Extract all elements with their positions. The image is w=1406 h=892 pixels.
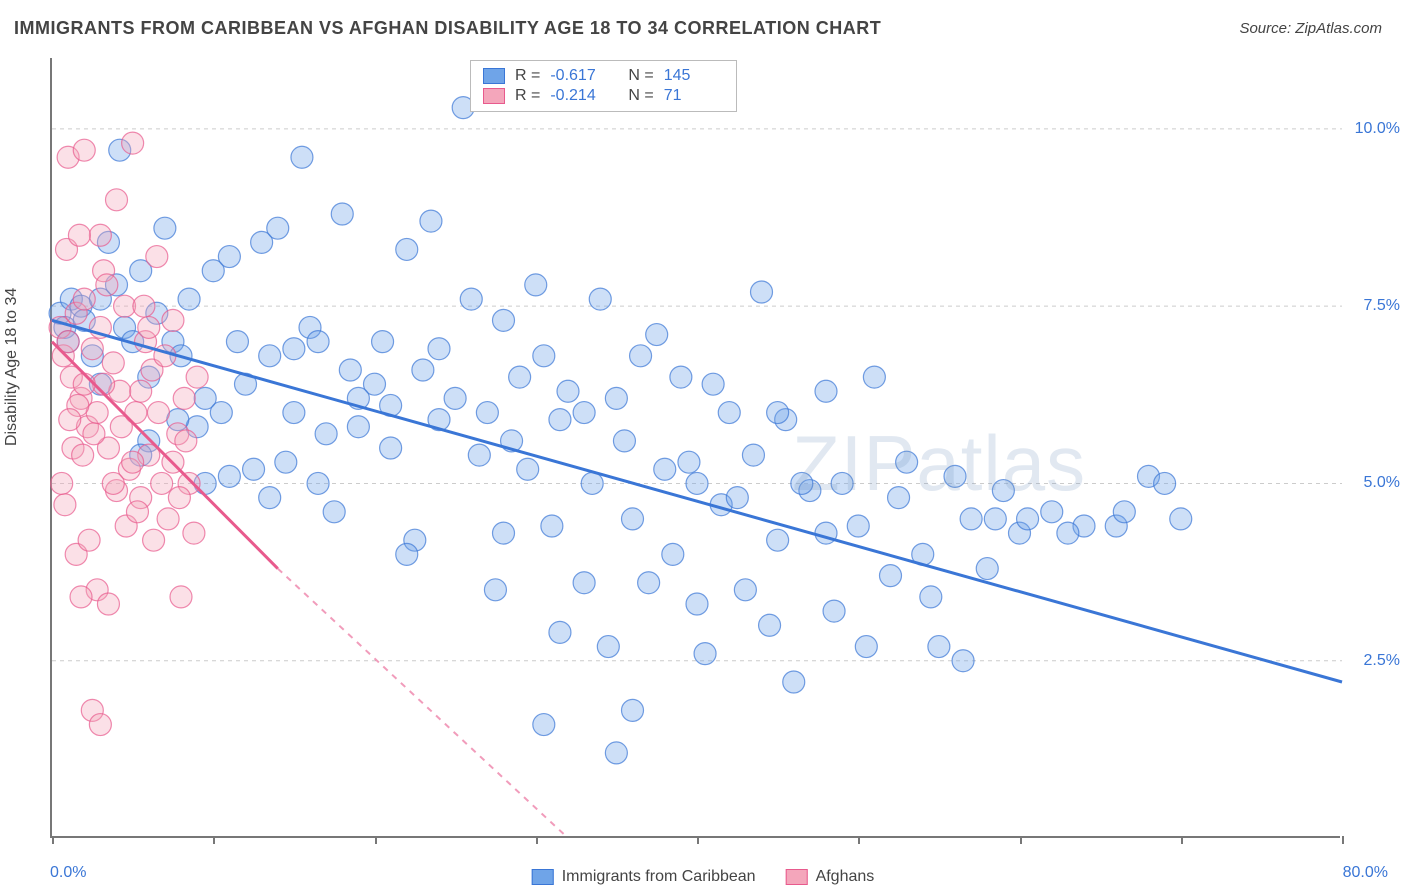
x-tick [213, 836, 215, 844]
n-label: N = [628, 87, 653, 105]
legend-swatch-caribbean [483, 68, 505, 84]
n-label: N = [628, 67, 653, 85]
legend-top-row-1: R = -0.617 N = 145 [483, 67, 724, 85]
legend-top-row-2: R = -0.214 N = 71 [483, 87, 724, 105]
x-max-label: 80.0% [1343, 864, 1388, 882]
plot-svg [52, 58, 1340, 836]
x-tick [52, 836, 54, 844]
r-label: R = [515, 67, 540, 85]
x-min-label: 0.0% [50, 864, 86, 882]
x-tick [536, 836, 538, 844]
y-tick-label: 2.5% [1364, 652, 1400, 670]
legend-bottom: Immigrants from Caribbean Afghans [532, 868, 875, 886]
legend-bottom-label-1: Immigrants from Caribbean [562, 868, 756, 886]
r-label: R = [515, 87, 540, 105]
x-tick [697, 836, 699, 844]
x-tick [858, 836, 860, 844]
chart-title: IMMIGRANTS FROM CARIBBEAN VS AFGHAN DISA… [14, 18, 881, 39]
x-tick [1020, 836, 1022, 844]
y-tick-label: 10.0% [1355, 120, 1400, 138]
legend-top: R = -0.617 N = 145 R = -0.214 N = 71 [470, 60, 737, 112]
legend-swatch-afghans [483, 88, 505, 104]
n-value-2: 71 [664, 87, 724, 105]
x-tick [375, 836, 377, 844]
legend-bottom-swatch-2 [786, 869, 808, 885]
y-tick-label: 7.5% [1364, 297, 1400, 315]
legend-bottom-item-1: Immigrants from Caribbean [532, 868, 756, 886]
r-value-1: -0.617 [550, 67, 610, 85]
y-tick-label: 5.0% [1364, 474, 1400, 492]
x-tick [1181, 836, 1183, 844]
legend-bottom-swatch-1 [532, 869, 554, 885]
legend-bottom-label-2: Afghans [816, 868, 875, 886]
legend-bottom-item-2: Afghans [786, 868, 875, 886]
x-tick [1342, 836, 1344, 844]
plot-area: ZIPatlas R = -0.617 N = 145 R = -0.214 N… [50, 58, 1340, 838]
n-value-1: 145 [664, 67, 724, 85]
r-value-2: -0.214 [550, 87, 610, 105]
source-label: Source: ZipAtlas.com [1239, 20, 1382, 37]
chart-container: IMMIGRANTS FROM CARIBBEAN VS AFGHAN DISA… [0, 0, 1406, 892]
y-axis-label: Disability Age 18 to 34 [3, 288, 21, 446]
